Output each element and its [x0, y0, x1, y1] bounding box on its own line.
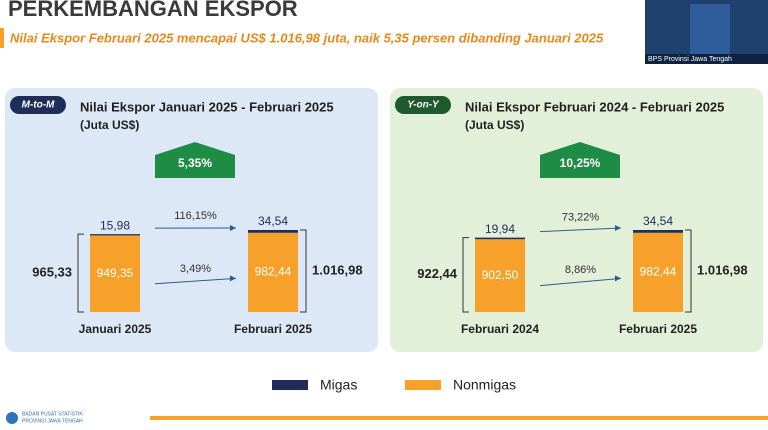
- total-bracket: [685, 229, 692, 313]
- value-label: 982,44: [640, 265, 677, 279]
- accent: [0, 28, 4, 48]
- bar-segment: [90, 234, 140, 236]
- growth-label: 10,25%: [560, 156, 601, 170]
- bar-segment: [633, 232, 683, 312]
- value-label: 902,50: [482, 268, 519, 282]
- inset-bar: [645, 54, 768, 64]
- chart-subtitle: (Juta US$): [80, 118, 139, 132]
- value-label: 34,54: [643, 214, 673, 228]
- bar-segment: [248, 232, 298, 312]
- bar-segment: [633, 230, 683, 233]
- bar-segment: [90, 235, 140, 312]
- total-bracket: [462, 237, 469, 313]
- bar-segment: [475, 239, 525, 312]
- total-bracket: [77, 233, 84, 313]
- arrow-head: [230, 225, 236, 231]
- bar-segment: [475, 237, 525, 240]
- total-label: 965,33: [32, 265, 72, 280]
- value-label: 19,94: [485, 222, 515, 236]
- x-tick-label: Februari 2025: [234, 322, 312, 336]
- total-label: 922,44: [417, 266, 458, 281]
- arrow-head: [615, 225, 621, 231]
- change-label: 116,15%: [174, 210, 217, 222]
- change-label: 73,22%: [562, 212, 600, 224]
- inset-figure: [690, 4, 730, 54]
- value-label: 15,98: [100, 218, 130, 232]
- total-label: 1.016,98: [312, 262, 363, 277]
- chart-title: Nilai Ekspor Januari 2025 - Februari 202…: [80, 99, 334, 114]
- total-bracket: [300, 229, 307, 313]
- arrow-head: [615, 275, 621, 282]
- change-label: 3,49%: [180, 263, 211, 275]
- legend-swatch: [405, 380, 441, 390]
- badge-label: M-to-M: [22, 100, 55, 111]
- logo: [6, 412, 18, 424]
- total-label: 1.016,98: [697, 262, 748, 277]
- footer-line: [150, 416, 768, 420]
- chart-subtitle: (Juta US$): [465, 118, 524, 132]
- arrow-head: [230, 275, 236, 282]
- value-label: 982,44: [255, 265, 292, 279]
- legend-label: Nonmigas: [453, 377, 516, 393]
- change-arrow: [539, 277, 622, 287]
- growth-badge: [155, 142, 235, 178]
- value-label: 949,35: [97, 266, 134, 280]
- bar-segment: [248, 230, 298, 233]
- value-label: 34,54: [258, 214, 288, 228]
- badge: [10, 96, 66, 114]
- x-tick-label: Januari 2025: [79, 322, 152, 336]
- change-arrow: [539, 227, 622, 233]
- legend-label: Migas: [320, 377, 357, 393]
- legend-swatch: [272, 380, 308, 390]
- change-label: 8,86%: [565, 264, 596, 276]
- chart-title: Nilai Ekspor Februari 2024 - Februari 20…: [465, 99, 724, 114]
- badge: [395, 96, 451, 114]
- page-subtitle: Nilai Ekspor Februari 2025 mencapai US$ …: [10, 30, 604, 45]
- badge-label: Y-on-Y: [407, 100, 440, 111]
- page-title: PERKEMBANGAN EKSPOR: [8, 0, 298, 21]
- change-arrow: [154, 277, 237, 285]
- inset-label: BPS Provinsi Jawa Tengah: [648, 56, 732, 63]
- x-tick-label: Februari 2024: [461, 322, 539, 336]
- x-tick-label: Februari 2025: [619, 322, 697, 336]
- growth-label: 5,35%: [178, 156, 212, 170]
- logo-text: BADAN PUSAT STATISTIK: [22, 411, 83, 417]
- growth-badge: [540, 142, 620, 178]
- logo-text: PROVINSI JAWA TENGAH: [22, 418, 83, 424]
